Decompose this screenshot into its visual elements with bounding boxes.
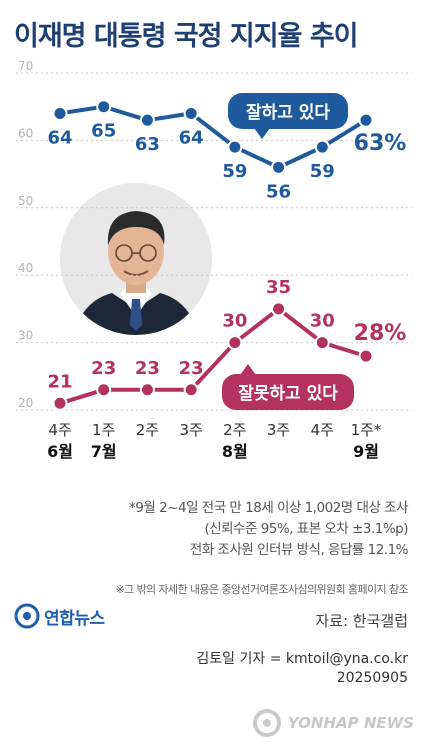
survey-note-line: 전화 조사원 인터뷰 방식, 응답률 12.1% [189, 542, 409, 558]
data-point [314, 139, 330, 155]
portrait-illustration [60, 183, 212, 335]
brand-name: 연합뉴스 [44, 608, 105, 629]
data-label: 65 [91, 121, 116, 142]
data-point [52, 395, 68, 411]
data-point [358, 112, 374, 128]
reporter-contact: 김토일 기자 = kmtoil@yna.co.kr [196, 651, 408, 667]
yonhap-brand: 연합뉴스 [14, 603, 105, 629]
y-tick-label: 60 [18, 126, 33, 140]
data-point [96, 382, 112, 398]
data-point [183, 105, 199, 121]
badge-background [222, 374, 354, 410]
data-label: 23 [179, 358, 204, 379]
y-tick-label: 40 [18, 261, 33, 275]
yonhap-logo-icon [14, 603, 40, 629]
data-point [227, 139, 243, 155]
data-label: 23 [135, 358, 160, 379]
watermark-logo-icon [252, 709, 281, 737]
data-label: 28% [354, 321, 407, 346]
x-tick-label: 2주 [136, 421, 159, 439]
x-month-label: 7월 [91, 442, 117, 461]
x-tick-label: 1주 [92, 421, 115, 439]
survey-note-line: (신뢰수준 95%, 표본 오차 ±3.1%p) [204, 521, 408, 537]
data-label: 30 [222, 311, 247, 332]
data-point [314, 335, 330, 351]
x-month-label: 6월 [47, 442, 73, 461]
yonhap-watermark: YONHAP NEWS [252, 708, 414, 738]
data-label: 63% [354, 131, 407, 156]
data-point [358, 348, 374, 364]
badge-tail [254, 128, 270, 139]
watermark-text: YONHAP NEWS [287, 714, 414, 732]
series-name: 잘못하고 있다 [238, 383, 338, 404]
data-point [52, 105, 68, 121]
data-point [271, 159, 287, 175]
data-point [139, 112, 155, 128]
series-name: 잘하고 있다 [246, 102, 330, 123]
portrait-photo [60, 183, 212, 335]
x-month-label: 9월 [353, 442, 379, 461]
date-code: 20250905 [336, 670, 408, 686]
chart-title: 이재명 대통령 국정 지지율 추이 [14, 21, 359, 52]
data-label: 30 [310, 311, 335, 332]
series-badge: 잘못하고 있다 [222, 364, 354, 410]
data-label: 35 [266, 277, 291, 298]
footnote: ※그 밖의 자세한 내용은 중앙선거여론조사심의위원회 홈페이지 참조 [115, 583, 408, 596]
data-label: 63 [135, 134, 160, 155]
x-tick-label: 2주 [223, 421, 246, 439]
data-point [271, 301, 287, 317]
x-tick-label: 3주 [179, 421, 202, 439]
badge-tail [240, 364, 256, 375]
data-label: 21 [47, 371, 72, 392]
y-tick-label: 70 [18, 59, 33, 73]
x-month-label: 8월 [222, 442, 248, 461]
data-label: 59 [222, 161, 247, 182]
data-point [139, 382, 155, 398]
data-label: 64 [47, 127, 72, 148]
x-tick-label: 4주 [311, 421, 334, 439]
source-text: 자료: 한국갤럽 [315, 612, 408, 630]
y-tick-label: 50 [18, 194, 33, 208]
data-point [227, 335, 243, 351]
survey-note-line: *9월 2~4일 전국 만 18세 이상 1,002명 대상 조사 [129, 500, 408, 516]
badge-background [228, 93, 348, 129]
x-tick-label: 3주 [267, 421, 290, 439]
y-tick-label: 30 [18, 329, 33, 343]
y-tick-label: 20 [18, 396, 33, 410]
x-tick-label: 4주 [48, 421, 71, 439]
data-label: 64 [179, 127, 204, 148]
survey-notes: *9월 2~4일 전국 만 18세 이상 1,002명 대상 조사 (신뢰수준 … [129, 498, 408, 561]
reporter-info: 김토일 기자 = kmtoil@yna.co.kr 20250905 [196, 650, 408, 688]
series-badge: 잘하고 있다 [228, 93, 348, 139]
data-label: 23 [91, 358, 116, 379]
data-point [183, 382, 199, 398]
data-label: 59 [310, 161, 335, 182]
x-tick-label: 1주* [351, 421, 382, 439]
data-point [96, 99, 112, 115]
series-line [59, 104, 368, 170]
data-label: 56 [266, 181, 291, 202]
